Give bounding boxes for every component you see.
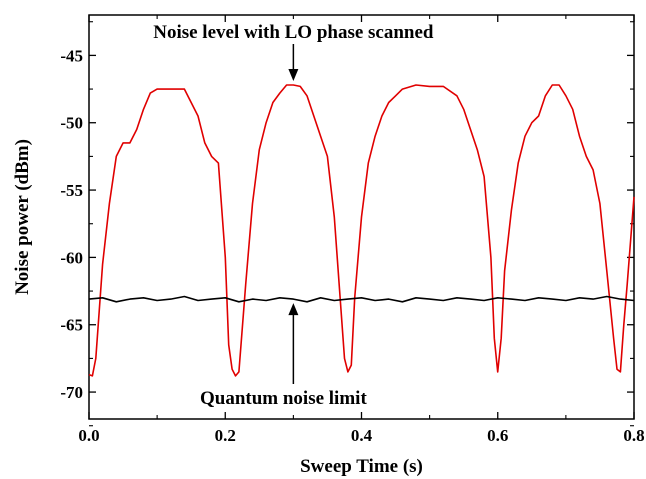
y-tick-label: -60 — [60, 248, 83, 267]
annotation-arrow-head — [288, 303, 299, 316]
annotations-layer: Noise level with LO phase scanned Quantum… — [153, 22, 434, 409]
x-tick-label: 0.6 — [487, 426, 508, 445]
x-tick-label: 0.8 — [623, 426, 644, 445]
y-tick-label: -50 — [60, 114, 83, 133]
annotation-text: Noise level with LO phase scanned — [153, 22, 434, 43]
y-axis-title: Noise power (dBm) — [12, 139, 33, 295]
series-line-1 — [88, 295, 635, 303]
series-layer — [88, 84, 635, 377]
series-line-0 — [88, 84, 635, 377]
y-tick-label: -55 — [60, 181, 83, 200]
y-tick-label: -45 — [60, 46, 83, 65]
x-tick-label: 0.2 — [215, 426, 236, 445]
tick-labels: 0.0 0.2 0.4 0.6 0.8 -45 -50 -55 -60 -65 -70 — [60, 46, 644, 445]
annotation-arrow-head — [288, 69, 299, 82]
x-tick-label: 0.0 — [78, 426, 99, 445]
x-tick-label: 0.4 — [351, 426, 373, 445]
annotation-text: Quantum noise limit — [200, 388, 367, 409]
y-tick-label: -65 — [60, 316, 83, 335]
x-axis-title: Sweep Time (s) — [300, 456, 423, 477]
y-tick-label: -70 — [60, 383, 83, 402]
